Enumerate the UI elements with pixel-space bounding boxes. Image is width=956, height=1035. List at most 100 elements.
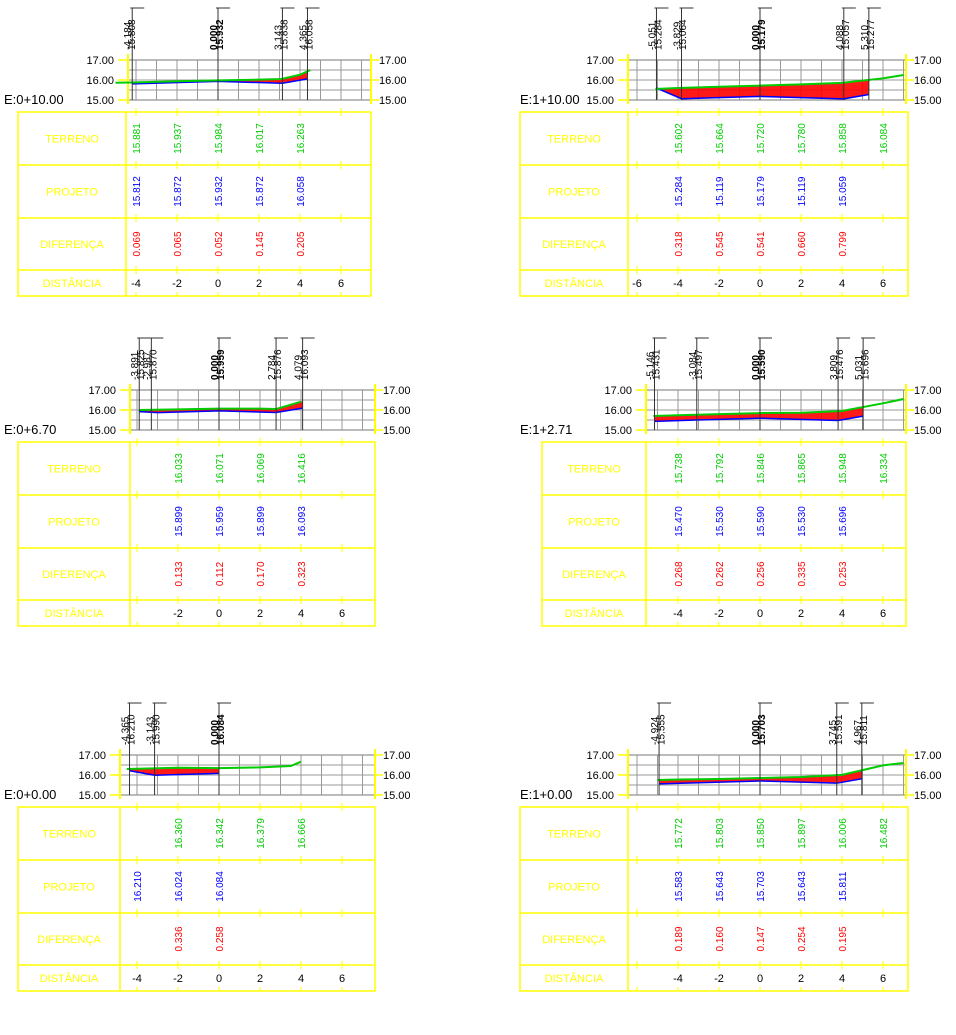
distance-value: -4 bbox=[132, 973, 142, 985]
row-label-projeto: PROJETO bbox=[548, 187, 600, 199]
top-value-label: 15.825 bbox=[136, 349, 147, 380]
elevation-label-right: 15.00 bbox=[914, 95, 942, 107]
projeto-value: 15.119 bbox=[797, 176, 808, 206]
elevation-label-left: 17.00 bbox=[78, 750, 106, 762]
diferenca-value: 0.799 bbox=[838, 231, 849, 256]
elevation-grid: 17.00 17.00 16.00 16.00 15.00 15.00 bbox=[78, 749, 411, 802]
top-value-label: 2.784 bbox=[267, 355, 278, 380]
distance-value: 6 bbox=[338, 278, 344, 290]
projeto-value: 15.470 bbox=[674, 506, 685, 537]
terrain-line bbox=[657, 762, 904, 781]
terreno-value: 15.850 bbox=[756, 818, 767, 849]
top-value-label: 3.809 bbox=[829, 355, 840, 380]
terreno-value: 16.084 bbox=[879, 123, 890, 154]
distance-value: -6 bbox=[632, 278, 642, 290]
distance-value: 0 bbox=[216, 608, 222, 620]
top-value-label: 4.967 bbox=[853, 720, 864, 745]
distance-value: 2 bbox=[256, 278, 262, 290]
diferenca-value: 0.256 bbox=[756, 561, 767, 586]
table-frame bbox=[541, 441, 907, 627]
distance-value: 0 bbox=[757, 973, 763, 985]
row-label-distances: DISTÂNCIA bbox=[545, 972, 604, 985]
top-value-label: 0.000 bbox=[751, 355, 762, 380]
top-value-label: 15.591 bbox=[834, 714, 845, 745]
elevation-label-left: 17.00 bbox=[88, 385, 116, 397]
terreno-value: 15.664 bbox=[715, 123, 726, 154]
diferenca-value: 0.160 bbox=[715, 926, 726, 951]
diferenca-value: 0.052 bbox=[214, 231, 225, 256]
distance-value: -2 bbox=[714, 278, 724, 290]
top-value-label: -4.365 bbox=[121, 716, 132, 745]
top-value-label: -5.146 bbox=[646, 351, 657, 380]
distance-value: 0 bbox=[757, 278, 763, 290]
elevation-label-right: 17.00 bbox=[914, 55, 942, 67]
row-label-projeto: PROJETO bbox=[48, 517, 100, 529]
row-label-terreno: TERRENO bbox=[45, 134, 99, 146]
top-value-label: 0.000 bbox=[210, 720, 221, 745]
terrain-line bbox=[115, 69, 311, 84]
terrain-line bbox=[126, 760, 302, 770]
diferenca-value: 0.069 bbox=[132, 231, 143, 256]
top-value-label: 16.084 bbox=[216, 714, 227, 745]
top-value-label: 15.703 bbox=[757, 714, 768, 745]
distance-value: -4 bbox=[673, 973, 683, 985]
top-value-label: 15.284 bbox=[654, 19, 665, 50]
diferenca-value: 0.065 bbox=[173, 231, 184, 256]
terreno-value: 15.780 bbox=[797, 123, 808, 154]
elevation-label-right: 16.00 bbox=[914, 770, 942, 782]
projeto-value: 15.284 bbox=[674, 176, 685, 207]
elevation-label-left: 15.00 bbox=[604, 425, 632, 437]
station-name: E:0+0.00 bbox=[4, 787, 56, 802]
top-value-label: 0.000 bbox=[751, 25, 762, 50]
distance-value: 4 bbox=[839, 973, 845, 985]
diferenca-value: 0.335 bbox=[797, 561, 808, 586]
elevation-label-left: 17.00 bbox=[86, 55, 114, 67]
section-e-1-10-00: 17.00 17.00 16.00 16.00 15.00 15.00 E:1+10.00 -… bbox=[519, 7, 942, 297]
data-table: TERRENO 16.360 16.342 16.379 16.666 PROJETO 16… bbox=[17, 803, 376, 992]
elevation-label-left: 16.00 bbox=[604, 405, 632, 417]
elevation-grid: 17.00 17.00 16.00 16.00 15.00 15.00 bbox=[586, 749, 942, 802]
terreno-value: 16.666 bbox=[297, 818, 308, 849]
top-value-label: 15.959 bbox=[216, 349, 227, 380]
row-label-diferenca: DIFERENÇA bbox=[542, 239, 606, 251]
diferenca-value: 0.195 bbox=[838, 926, 849, 951]
top-value-label: 16.210 bbox=[127, 714, 138, 745]
terreno-value: 15.803 bbox=[715, 818, 726, 849]
elevation-label-right: 15.00 bbox=[379, 95, 407, 107]
top-value-label: 15.932 bbox=[215, 19, 226, 50]
data-table: TERRENO 15.881 15.937 15.984 16.017 16.263 PRO… bbox=[17, 108, 372, 297]
station-name: E:1+0.00 bbox=[520, 787, 572, 802]
top-value-label: 15.876 bbox=[273, 349, 284, 380]
row-label-distances: DISTÂNCIA bbox=[43, 277, 102, 290]
distance-value: 4 bbox=[839, 608, 845, 620]
row-label-distances: DISTÂNCIA bbox=[545, 277, 604, 290]
row-label-distances: DISTÂNCIA bbox=[565, 607, 624, 620]
projeto-value: 15.590 bbox=[756, 506, 767, 537]
elevation-label-left: 15.00 bbox=[586, 790, 614, 802]
terreno-value: 16.033 bbox=[174, 453, 185, 484]
station-name: E:0+6.70 bbox=[4, 422, 56, 437]
data-table: TERRENO 15.738 15.792 15.846 15.865 15.948 16.… bbox=[541, 438, 907, 627]
terreno-value: 16.334 bbox=[879, 453, 890, 484]
elevation-label-right: 15.00 bbox=[914, 790, 942, 802]
projeto-value: 15.059 bbox=[838, 176, 849, 207]
projeto-value: 16.093 bbox=[297, 506, 308, 537]
top-value-label: 16.058 bbox=[305, 19, 316, 50]
projeto-value: 15.899 bbox=[174, 506, 185, 537]
terreno-value: 15.984 bbox=[214, 123, 225, 154]
table-frame bbox=[519, 806, 909, 992]
diferenca-value: 0.323 bbox=[297, 561, 308, 586]
diferenca-value: 0.262 bbox=[715, 561, 726, 586]
elevation-label-right: 15.00 bbox=[383, 790, 411, 802]
elevation-label-left: 16.00 bbox=[586, 75, 614, 87]
diferenca-value: 0.541 bbox=[756, 231, 767, 256]
top-value-label: -4.924 bbox=[650, 716, 661, 745]
elevation-label-right: 16.00 bbox=[379, 75, 407, 87]
distance-value: 6 bbox=[880, 608, 886, 620]
projeto-value: 16.084 bbox=[215, 871, 226, 902]
terreno-value: 15.738 bbox=[674, 453, 685, 484]
terreno-value: 16.263 bbox=[296, 123, 307, 154]
elevation-label-left: 15.00 bbox=[586, 95, 614, 107]
terrain-line bbox=[653, 398, 904, 417]
